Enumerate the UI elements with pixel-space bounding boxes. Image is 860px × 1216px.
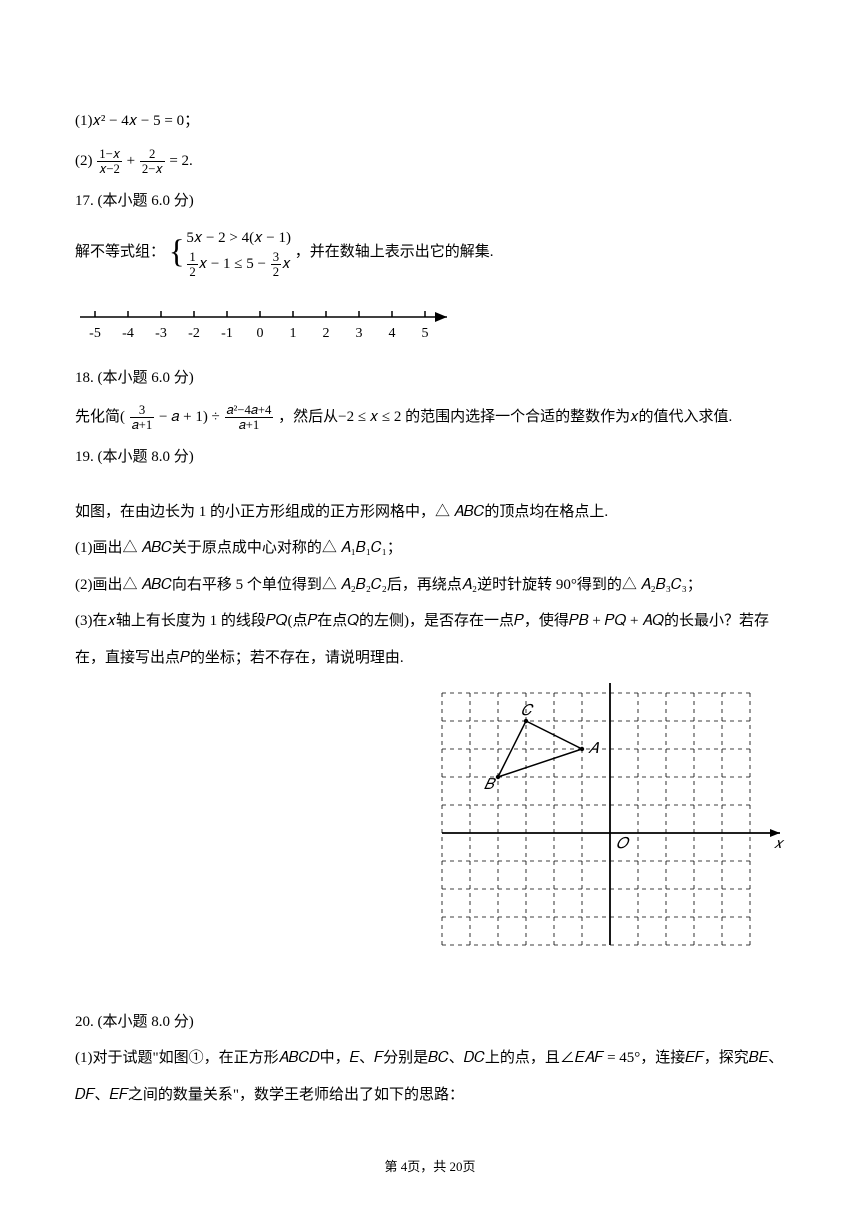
svg-text:2: 2 <box>323 326 330 341</box>
q16-p2-prefix: (2) <box>75 152 93 168</box>
f-num: 𝑎²−4𝑎+4 <box>225 403 274 418</box>
q16-frac1-num: 1−𝑥 <box>97 147 122 162</box>
q20-line2: 𝐷𝐹、𝐸𝐹之间的数量关系"，数学王老师给出了如下的思路： <box>75 1084 785 1107</box>
q18-suffix: ，然后从−2 ≤ 𝑥 ≤ 2 的范围内选择一个合适的整数作为𝑥的值代入求值. <box>278 409 732 425</box>
svg-text:5: 5 <box>422 326 429 341</box>
svg-text:3: 3 <box>356 326 363 341</box>
svg-text:𝐶: 𝐶 <box>521 703 534 719</box>
svg-text:𝑂: 𝑂 <box>616 836 630 852</box>
svg-text:𝑥: 𝑥 <box>774 836 785 852</box>
left-brace-icon: { <box>169 236 185 269</box>
f-num: 3 <box>271 250 281 265</box>
q17-body: 解不等式组： { 5𝑥 − 2 > 4(𝑥 − 1) 12𝑥 − 1 ≤ 5 −… <box>75 226 785 279</box>
svg-text:-5: -5 <box>89 326 101 341</box>
q18-body: 先化简( 3𝑎+1 − 𝑎 + 1) ÷ 𝑎²−4𝑎+4𝑎+1 ，然后从−2 ≤… <box>75 403 785 432</box>
q18-frac1: 3𝑎+1 <box>130 403 155 432</box>
q19-intro: 如图，在由边长为 1 的小正方形组成的正方形网格中，△ 𝐴𝐵𝐶的顶点均在格点上. <box>75 501 785 524</box>
svg-text:-1: -1 <box>221 326 233 341</box>
page-footer: 第 4页，共 20页 <box>0 1157 860 1177</box>
svg-text:𝐴: 𝐴 <box>588 741 599 757</box>
q18-header: 18. (本小题 6.0 分) <box>75 367 785 390</box>
f-den: 𝑎+1 <box>130 418 155 432</box>
numberline: -5 -4 -3 -2 -1 0 1 2 3 4 5 <box>75 299 465 349</box>
q16-plus: + <box>127 152 139 168</box>
q20-line1: (1)对于试题"如图①，在正方形𝐴𝐵𝐶𝐷中，𝐸、𝐹分别是𝐵𝐶、𝐷𝐶上的点，且∠𝐸… <box>75 1047 785 1070</box>
f-num: 1 <box>187 250 197 265</box>
grid-container: 𝑂𝑥𝑦𝐴𝐵𝐶 <box>75 683 785 981</box>
q17-sys-l2: 12𝑥 − 1 ≤ 5 − 32𝑥 <box>186 250 291 279</box>
q16-frac1-den: 𝑥−2 <box>97 162 122 176</box>
q17-prefix: 解不等式组： <box>75 244 165 260</box>
q18-frac2: 𝑎²−4𝑎+4𝑎+1 <box>225 403 274 432</box>
q20-header: 20. (本小题 8.0 分) <box>75 1011 785 1034</box>
q17-l2-end: 𝑥 <box>282 256 290 272</box>
f-num: 3 <box>130 403 155 418</box>
q17-l2-frac2: 32 <box>271 250 281 279</box>
svg-text:-4: -4 <box>122 326 134 341</box>
q17-l2-frac1: 12 <box>187 250 197 279</box>
q19-header: 19. (本小题 8.0 分) <box>75 446 785 469</box>
q19-part3-l1: (3)在𝑥轴上有长度为 1 的线段𝑃𝑄(点𝑃在点𝑄的左侧)，是否存在一点𝑃，使得… <box>75 610 785 633</box>
q17-suffix: ，并在数轴上表示出它的解集. <box>295 244 494 260</box>
svg-text:0: 0 <box>257 326 264 341</box>
svg-text:1: 1 <box>290 326 297 341</box>
svg-text:4: 4 <box>389 326 396 341</box>
q16-part1: (1)𝑥² − 4𝑥 − 5 = 0； <box>75 110 785 133</box>
svg-text:𝐵: 𝐵 <box>484 777 497 793</box>
q16-frac2-den: 2−𝑥 <box>140 162 165 176</box>
f-den: 𝑎+1 <box>225 418 274 432</box>
q16-part2: (2) 1−𝑥𝑥−2 + 22−𝑥 = 2. <box>75 147 785 176</box>
q17-sys-l1: 5𝑥 − 2 > 4(𝑥 − 1) <box>186 226 291 250</box>
q16-frac1: 1−𝑥𝑥−2 <box>97 147 122 176</box>
q19-part2: (2)画出△ 𝐴𝐵𝐶向右平移 5 个单位得到△ 𝐴₂𝐵₂𝐶₂后，再绕点𝐴₂逆时针… <box>75 574 785 597</box>
q16-frac2: 22−𝑥 <box>140 147 165 176</box>
q19-part3-l2: 在，直接写出点𝑃的坐标；若不存在，请说明理由. <box>75 647 785 670</box>
q18-mid1: − 𝑎 + 1) ÷ <box>159 409 224 425</box>
f-den: 2 <box>271 265 281 279</box>
coordinate-grid: 𝑂𝑥𝑦𝐴𝐵𝐶 <box>415 683 785 973</box>
q19-part1: (1)画出△ 𝐴𝐵𝐶关于原点成中心对称的△ 𝐴₁𝐵₁𝐶₁； <box>75 537 785 560</box>
numberline-container: -5 -4 -3 -2 -1 0 1 2 3 4 5 <box>75 299 785 357</box>
q18-prefix: 先化简( <box>75 409 125 425</box>
svg-text:-3: -3 <box>155 326 167 341</box>
q16-frac2-num: 2 <box>140 147 165 162</box>
q17-l2-mid: 𝑥 − 1 ≤ 5 − <box>199 256 270 272</box>
svg-text:-2: -2 <box>188 326 200 341</box>
q17-system: 5𝑥 − 2 > 4(𝑥 − 1) 12𝑥 − 1 ≤ 5 − 32𝑥 <box>186 226 291 279</box>
q16-suffix: = 2. <box>169 152 192 168</box>
q17-header: 17. (本小题 6.0 分) <box>75 190 785 213</box>
f-den: 2 <box>187 265 197 279</box>
